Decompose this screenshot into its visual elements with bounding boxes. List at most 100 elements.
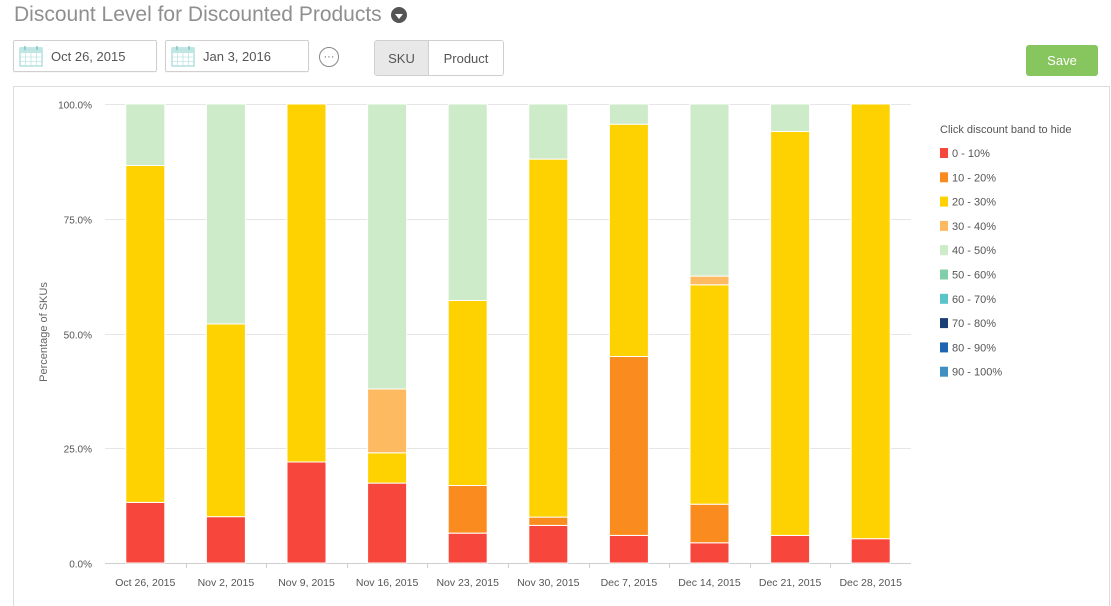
legend-label: 10 - 20%	[952, 172, 996, 184]
x-tick-label: Oct 26, 2015	[115, 577, 175, 589]
bar-segment[interactable]	[608, 535, 649, 564]
bar-segment[interactable]	[125, 501, 166, 564]
y-axis: 0.0% 25.0% 50.0% 75.0% 100.0%	[58, 101, 92, 571]
bar-segment[interactable]	[367, 103, 408, 390]
bar-segment[interactable]	[286, 461, 327, 564]
y-tick-label: 0.0%	[69, 560, 92, 571]
x-axis: Oct 26, 2015 Nov 2, 2015 Nov 9, 2015 Nov 16…	[115, 563, 902, 589]
bar-stack	[770, 103, 811, 564]
bar-segment[interactable]	[770, 535, 811, 564]
legend-label: 30 - 40%	[952, 221, 996, 233]
bars	[125, 103, 891, 564]
y-tick-label: 25.0%	[64, 445, 92, 456]
bar-segment[interactable]	[447, 484, 488, 534]
bar-segment[interactable]	[689, 542, 730, 564]
ellipsis-icon[interactable]: ···	[319, 47, 339, 67]
bar-segment[interactable]	[689, 503, 730, 544]
calendar-icon	[171, 46, 195, 67]
bar-stack	[205, 103, 246, 564]
bar-segment[interactable]	[447, 300, 488, 486]
bar-segment[interactable]	[850, 103, 891, 540]
bar-stack	[528, 103, 569, 564]
bar-segment[interactable]	[770, 103, 811, 132]
bar-segment[interactable]	[528, 103, 569, 160]
legend-label: 90 - 100%	[952, 367, 1002, 379]
legend-swatch	[940, 220, 948, 231]
x-tick-label: Nov 23, 2015	[436, 577, 499, 589]
legend-label: 0 - 10%	[952, 148, 990, 160]
x-tick-label: Dec 14, 2015	[678, 577, 741, 589]
legend-swatch	[940, 366, 948, 377]
legend-item[interactable]: 20 - 30%	[940, 196, 996, 209]
bar-segment[interactable]	[205, 323, 246, 518]
x-tick-label: Dec 28, 2015	[839, 577, 902, 589]
end-date-picker[interactable]: Jan 3, 2016	[165, 40, 309, 72]
bar-segment[interactable]	[205, 103, 246, 325]
page-title: Discount Level for Discounted Products	[14, 3, 382, 26]
bar-segment[interactable]	[689, 275, 730, 286]
x-tick-label: Nov 9, 2015	[278, 577, 335, 589]
legend-item[interactable]: 80 - 90%	[940, 342, 996, 354]
bar-segment[interactable]	[608, 123, 649, 357]
bar-segment[interactable]	[608, 103, 649, 125]
legend-label: 60 - 70%	[952, 294, 996, 306]
sku-product-toggle: SKU Product	[374, 40, 504, 76]
bar-stack	[608, 103, 649, 564]
legend-swatch	[940, 245, 948, 256]
legend-item[interactable]: 70 - 80%	[940, 318, 996, 330]
y-tick-label: 100.0%	[58, 101, 92, 112]
bar-segment[interactable]	[528, 158, 569, 518]
bar-segment[interactable]	[367, 388, 408, 454]
x-tick-label: Dec 7, 2015	[601, 577, 658, 589]
toggle-product[interactable]: Product	[428, 41, 503, 75]
y-axis-label: Percentage of SKUs	[38, 282, 50, 382]
bar-stack	[125, 103, 166, 564]
legend-item[interactable]: 10 - 20%	[940, 172, 996, 184]
bar-stack	[447, 103, 488, 564]
bar-segment[interactable]	[528, 516, 569, 526]
legend-label: 70 - 80%	[952, 318, 996, 330]
legend-item[interactable]: 60 - 70%	[940, 293, 996, 306]
y-tick-label: 75.0%	[64, 216, 92, 227]
legend-item[interactable]: 40 - 50%	[940, 245, 996, 257]
bar-stack	[689, 103, 730, 564]
bar-stack	[286, 103, 327, 564]
bar-segment[interactable]	[447, 532, 488, 564]
x-tick-label: Nov 2, 2015	[198, 577, 255, 589]
legend: Click discount band to hide 0 - 10% 10 - …	[940, 124, 1071, 379]
legend-swatch	[940, 148, 948, 158]
toggle-sku[interactable]: SKU	[375, 41, 428, 75]
legend-title: Click discount band to hide	[940, 124, 1071, 136]
bar-segment[interactable]	[850, 538, 891, 564]
bar-segment[interactable]	[770, 131, 811, 536]
bar-segment[interactable]	[367, 482, 408, 564]
legend-swatch	[940, 269, 948, 280]
end-date-value: Jan 3, 2016	[203, 48, 271, 64]
legend-item[interactable]: 30 - 40%	[940, 220, 996, 233]
bar-segment[interactable]	[689, 103, 730, 277]
legend-label: 40 - 50%	[952, 245, 996, 257]
bar-segment[interactable]	[689, 284, 730, 505]
legend-swatch	[940, 293, 948, 304]
bar-segment[interactable]	[125, 103, 166, 166]
legend-item[interactable]: 90 - 100%	[940, 366, 1002, 379]
start-date-picker[interactable]: Oct 26, 2015	[13, 40, 157, 72]
title-row: Discount Level for Discounted Products	[14, 1, 407, 29]
bar-segment[interactable]	[528, 524, 569, 564]
legend-item[interactable]: 0 - 10%	[940, 148, 990, 160]
legend-item[interactable]: 50 - 60%	[940, 269, 996, 282]
legend-swatch	[940, 196, 948, 207]
bar-segment[interactable]	[608, 355, 649, 536]
bar-stack	[367, 103, 408, 564]
bar-segment[interactable]	[125, 165, 166, 503]
save-button[interactable]: Save	[1026, 45, 1098, 76]
bar-segment[interactable]	[367, 452, 408, 484]
x-tick-label: Dec 21, 2015	[759, 577, 822, 589]
legend-label: 50 - 60%	[952, 270, 996, 282]
chevron-down-icon[interactable]	[390, 7, 407, 23]
stacked-bar-chart: 0.0% 25.0% 50.0% 75.0% 100.0% Oct 26, 2015 No…	[38, 101, 1071, 590]
bar-segment[interactable]	[205, 516, 246, 564]
bar-stack	[850, 103, 891, 564]
bar-segment[interactable]	[447, 103, 488, 301]
bar-segment[interactable]	[286, 103, 327, 463]
